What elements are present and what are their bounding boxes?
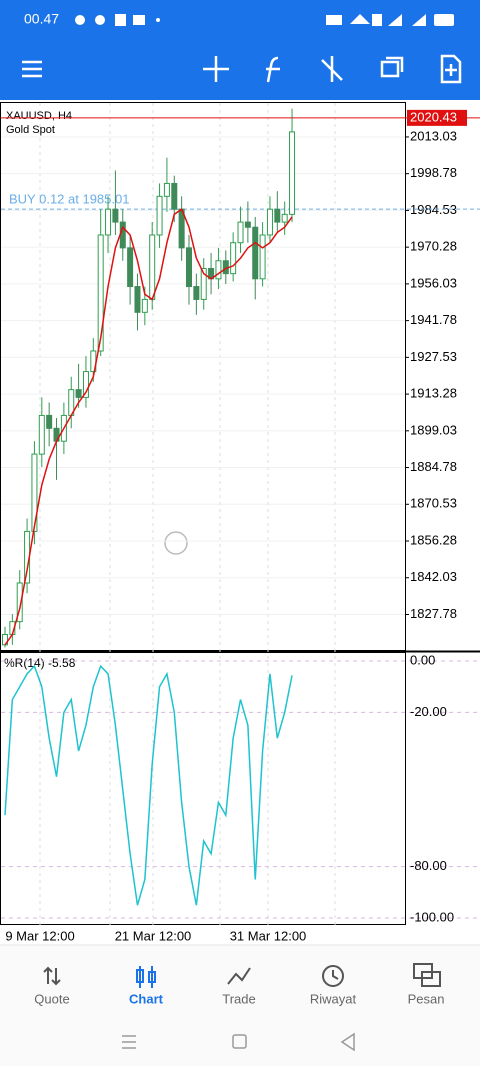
- description: Gold Spot: [6, 124, 55, 136]
- candle-body: [127, 247, 134, 288]
- candle-body: [237, 221, 244, 244]
- candle-body: [281, 213, 288, 223]
- candle-body: [149, 234, 156, 300]
- y-tick-label: 1998.78: [410, 165, 457, 180]
- candle-body: [82, 371, 89, 398]
- y-tick-label: 1842.03: [410, 569, 457, 584]
- candle-body: [163, 182, 170, 197]
- y-tick-label: 2013.03: [410, 128, 457, 143]
- candle-body: [97, 234, 104, 352]
- bottom-nav: [0, 945, 480, 1015]
- nav-label[interactable]: Quote: [34, 991, 69, 1006]
- candle-body: [105, 208, 112, 236]
- nav-label[interactable]: Pesan: [408, 991, 445, 1006]
- app-bar: [0, 0, 480, 100]
- y-tick-label: -20.00: [410, 704, 447, 719]
- candle-body: [141, 298, 148, 313]
- y-tick-label: 1941.78: [410, 312, 457, 327]
- candle-body: [274, 208, 281, 223]
- v-grid: [39, 103, 336, 925]
- indicator-pane: [0, 652, 406, 925]
- candle-body: [119, 221, 126, 249]
- candle-body: [186, 247, 192, 288]
- candle-body: [230, 242, 237, 275]
- y-tick-label: 1913.28: [410, 386, 457, 401]
- candles: [2, 108, 296, 648]
- candle-body: [75, 389, 82, 398]
- y-tick-label: 1827.78: [410, 606, 457, 621]
- candle-body: [200, 267, 207, 300]
- candle-body: [215, 260, 222, 280]
- system-nav: [0, 1015, 480, 1066]
- candle-body: [193, 286, 200, 300]
- candle-body: [252, 226, 259, 280]
- nav-label[interactable]: Riwayat: [310, 991, 357, 1006]
- candle-body: [156, 195, 163, 236]
- x-tick-label: 21 Mar 12:00: [115, 928, 192, 943]
- y-tick-label: -80.00: [410, 858, 447, 873]
- nav-label[interactable]: Trade: [222, 991, 255, 1006]
- y-tick-label: 0.00: [410, 652, 435, 667]
- y-tick-label: 1870.53: [410, 496, 457, 511]
- toolbar-icons[interactable]: [22, 54, 462, 84]
- y-tick-label: -100.00: [410, 909, 454, 924]
- price-pane: [0, 102, 406, 651]
- candle-body: [134, 286, 141, 313]
- y-tick-label: 1927.53: [410, 349, 457, 364]
- x-tick-label: 31 Mar 12:00: [230, 928, 307, 943]
- candle-body: [244, 221, 251, 228]
- candle-body: [266, 208, 273, 236]
- y-tick-label: 1984.53: [410, 202, 457, 217]
- y-tick-label: 1956.03: [410, 275, 457, 290]
- nav-label[interactable]: Chart: [129, 991, 164, 1006]
- candle-body: [38, 414, 45, 455]
- moving-average: [4, 208, 293, 646]
- candle-body: [46, 414, 53, 429]
- candle-body: [289, 131, 296, 215]
- status-icons: [75, 14, 454, 26]
- candle-body: [259, 234, 266, 280]
- y-tick-label: 1884.78: [410, 459, 457, 474]
- system-nav-icons[interactable]: [122, 1032, 355, 1052]
- candle-body: [16, 582, 23, 623]
- last-price-box: [407, 109, 467, 126]
- order-label: BUY 0.12 at 1985.01: [9, 192, 129, 207]
- indicator-label: %R(14) -5.58: [4, 656, 76, 670]
- symbol: XAUUSD, H4: [6, 110, 72, 122]
- candle-body: [112, 208, 119, 223]
- williams-r-line: [4, 664, 293, 906]
- touch-indicator: [164, 531, 188, 555]
- y-tick-label: 1856.28: [410, 532, 457, 547]
- candle-body: [171, 182, 178, 210]
- y-tick-label: 1899.03: [410, 422, 457, 437]
- nav-icons[interactable]: [43, 963, 441, 988]
- status-time: 00.47: [24, 11, 59, 27]
- candle-body: [31, 453, 38, 532]
- last-price-label: 2020.43: [410, 109, 457, 124]
- y-tick-label: 1970.28: [410, 239, 457, 254]
- x-tick-label: 9 Mar 12:00: [5, 928, 74, 943]
